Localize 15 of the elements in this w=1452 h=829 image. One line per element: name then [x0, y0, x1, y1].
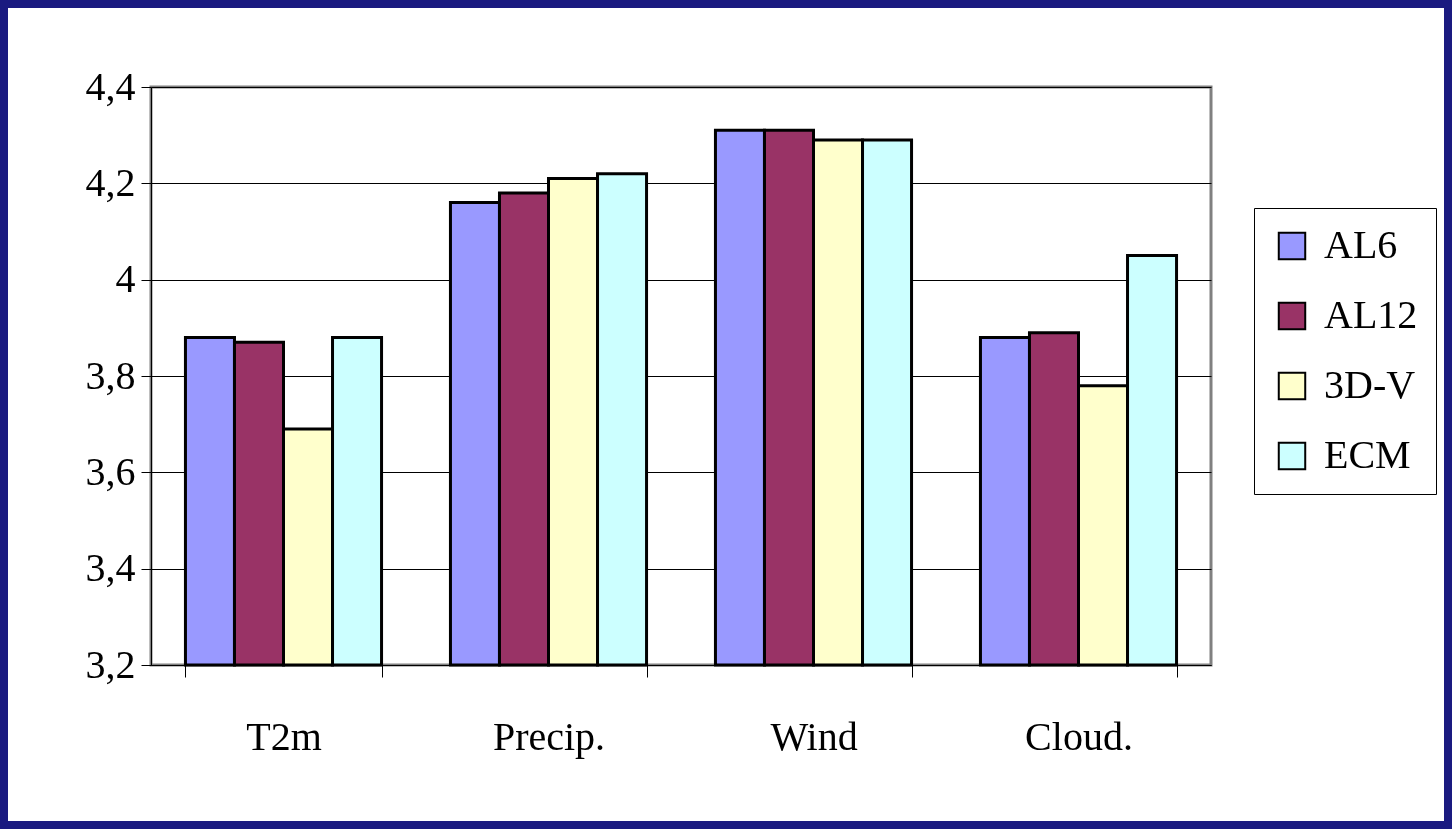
x-tick-label: T2m: [246, 713, 322, 759]
y-tick-label: 4: [115, 256, 136, 302]
y-tick-label: 3,8: [85, 352, 136, 398]
legend-label: ECM: [1324, 432, 1411, 477]
legend-label: 3D-V: [1324, 362, 1416, 407]
y-tick-label: 3,4: [85, 545, 136, 591]
x-tick-label: Wind: [770, 713, 858, 759]
legend-label: AL6: [1324, 222, 1398, 267]
y-tick-label: 4,2: [85, 159, 136, 205]
x-tick-label: Cloud.: [1025, 713, 1133, 759]
y-tick-label: 3,2: [85, 641, 136, 687]
y-tick-label: 4,4: [85, 63, 136, 109]
y-tick-label: 3,6: [85, 448, 136, 494]
legend-label: AL12: [1324, 292, 1418, 337]
x-tick-label: Precip.: [492, 713, 606, 759]
